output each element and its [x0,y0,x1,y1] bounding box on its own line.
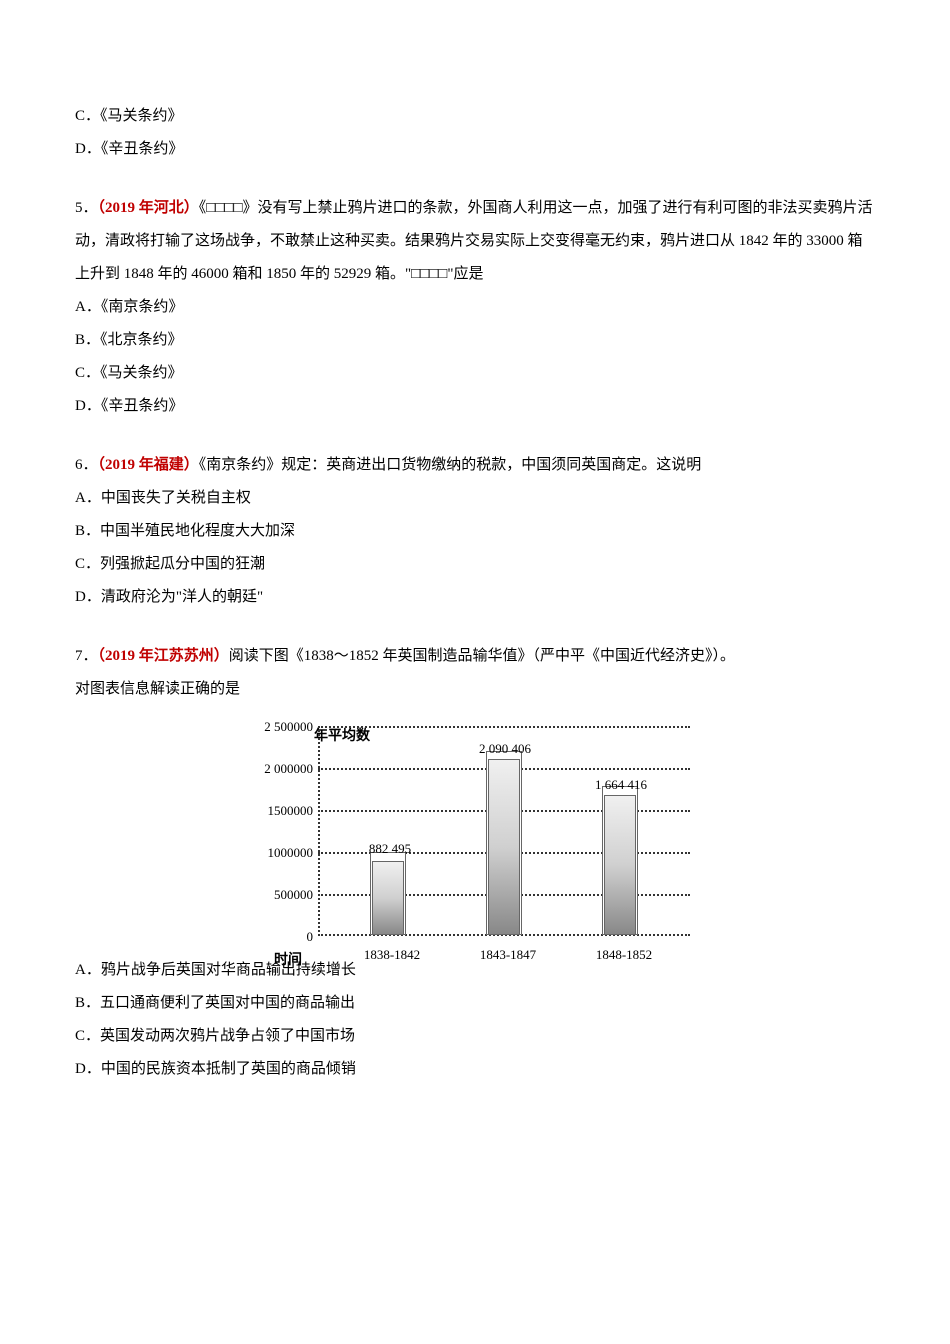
xtick-2: 1848-1852 [584,948,664,961]
q5-option-b: B．《北京条约》 [75,324,875,357]
q7-source: （2019 年江苏苏州） [98,648,229,664]
ytick-500000: 500000 [248,888,313,901]
q7-text1: 阅读下图《1838～1852 年英国制造品输华值》（严中平《中国近代经济史》）。 [229,648,735,664]
q6-source: （2019 年福建） [98,457,199,473]
chart-x-label: 时间 [274,946,302,977]
xtick-0: 1838-1842 [352,948,432,961]
q6-intro: 6．（2019 年福建）《南京条约》规定：英商进出口货物缴纳的税款，中国须同英国… [75,449,875,482]
q7-option-b: B．五口通商便利了英国对中国的商品输出 [75,987,875,1020]
q5-option-a: A．《南京条约》 [75,291,875,324]
ytick-2000000: 2 000000 [248,762,313,775]
q6-option-d: D．清政府沦为"洋人的朝廷" [75,581,875,614]
bar-chart: 年平均数 2 500000 2 000000 1500000 1000000 5… [260,726,690,936]
chart-plot-area: 2 500000 2 000000 1500000 1000000 500000… [260,726,690,936]
q5-source: （2019 年河北） [98,200,199,216]
q4-option-d: D．《辛丑条约》 [75,133,875,166]
question-7: 7．（2019 年江苏苏州）阅读下图《1838～1852 年英国制造品输华值》（… [75,640,875,1086]
q4-options-trailing: C．《马关条约》 D．《辛丑条约》 [75,100,875,166]
q5-option-c: C．《马关条约》 [75,357,875,390]
ytick-2500000: 2 500000 [248,720,313,733]
ytick-0: 0 [248,930,313,943]
grid-line-2500000 [318,726,690,728]
q7-number: 7． [75,648,98,664]
q4-option-c: C．《马关条约》 [75,100,875,133]
q7-text2: 对图表信息解读正确的是 [75,673,875,706]
ytick-1500000: 1500000 [248,804,313,817]
bar-2-label: 2 090 406 [460,742,550,755]
bar-1 [372,861,404,935]
q6-option-a: A．中国丧失了关税自主权 [75,482,875,515]
q7-option-d: D．中国的民族资本抵制了英国的商品倾销 [75,1053,875,1086]
bar-3 [604,795,636,935]
question-6: 6．（2019 年福建）《南京条约》规定：英商进出口货物缴纳的税款，中国须同英国… [75,449,875,614]
bar-3-label: 1 664 416 [576,778,666,791]
q6-option-b: B．中国半殖民地化程度大大加深 [75,515,875,548]
ytick-1000000: 1000000 [248,846,313,859]
q7-option-c: C．英国发动两次鸦片战争占领了中国市场 [75,1020,875,1053]
chart-y-axis [318,726,320,936]
bar-1-label: 882 495 [350,842,430,855]
question-5: 5．（2019 年河北）《□□□□》没有写上禁止鸦片进口的条款，外国商人利用这一… [75,192,875,423]
q5-intro: 5．（2019 年河北）《□□□□》没有写上禁止鸦片进口的条款，外国商人利用这一… [75,192,875,291]
q7-intro: 7．（2019 年江苏苏州）阅读下图《1838～1852 年英国制造品输华值》（… [75,640,875,673]
q5-number: 5． [75,200,98,216]
xtick-1: 1843-1847 [468,948,548,961]
q5-option-d: D．《辛丑条约》 [75,390,875,423]
bar-2 [488,759,520,935]
q6-number: 6． [75,457,98,473]
q6-option-c: C．列强掀起瓜分中国的狂潮 [75,548,875,581]
q6-text: 《南京条约》规定：英商进出口货物缴纳的税款，中国须同英国商定。这说明 [199,457,702,473]
q7-options: A．鸦片战争后英国对华商品输出持续增长 B．五口通商便利了英国对中国的商品输出 … [75,954,875,1086]
